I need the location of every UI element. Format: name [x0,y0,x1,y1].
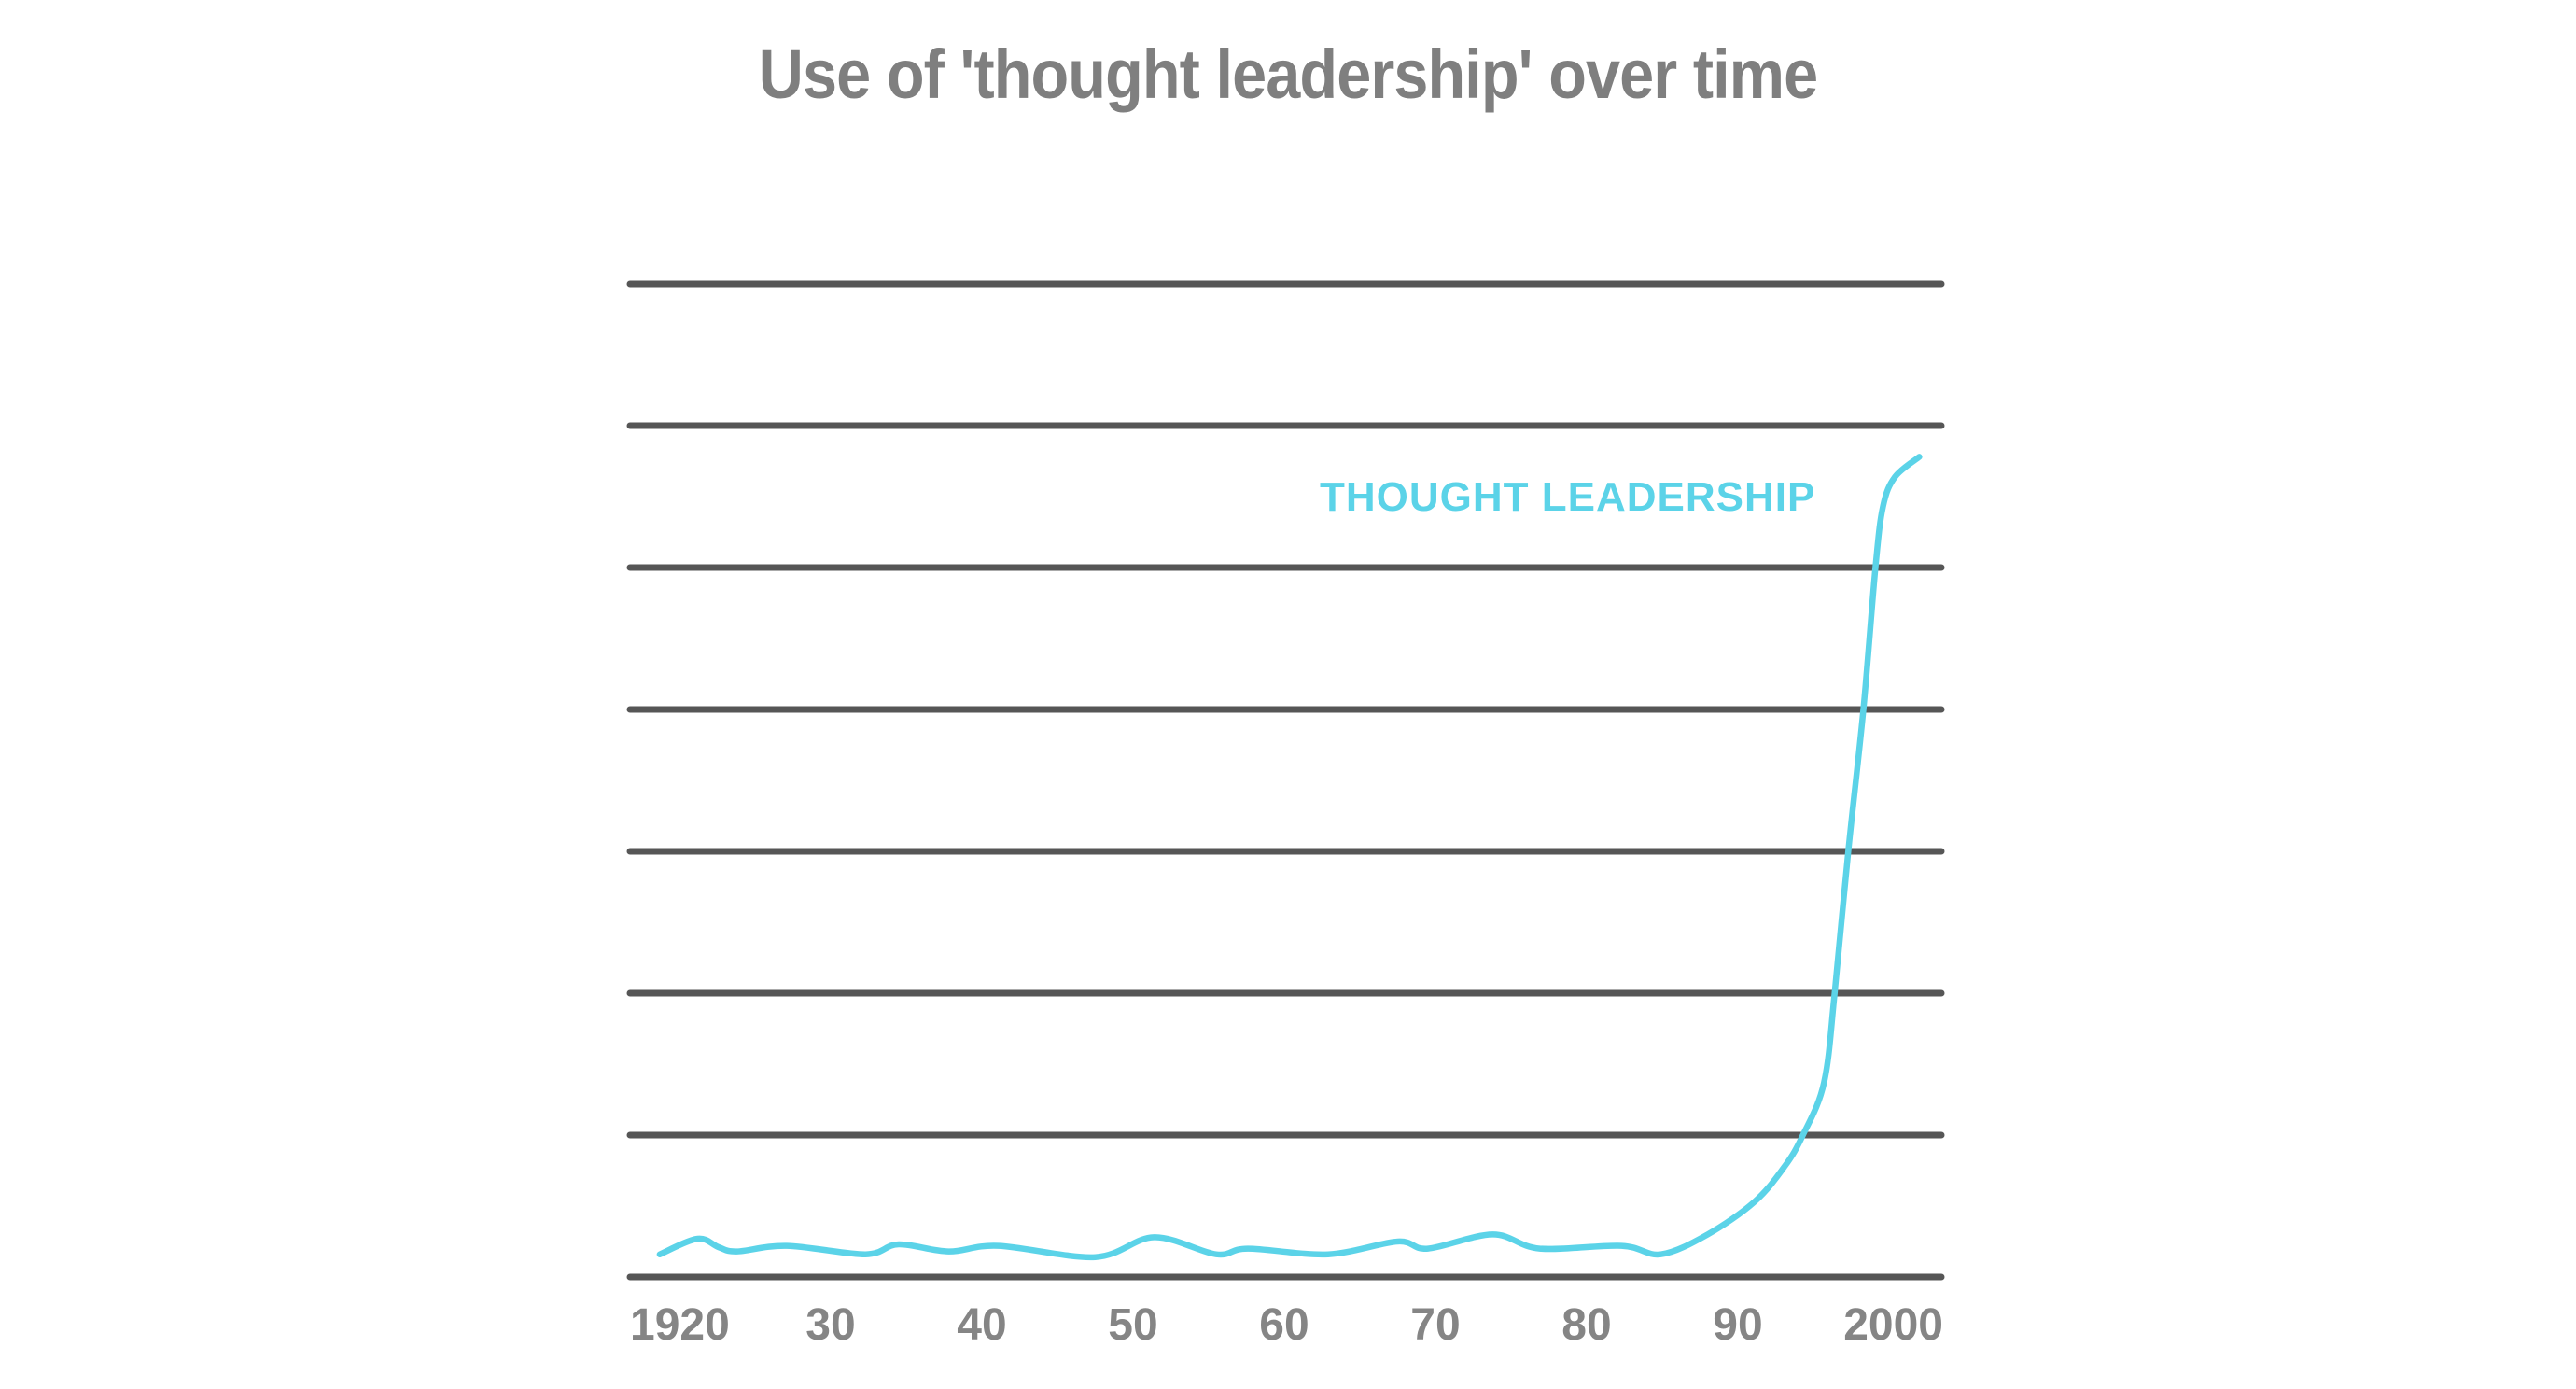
x-tick-label: 90 [1713,1300,1763,1350]
x-tick-label: 30 [805,1300,856,1350]
x-tick-label: 80 [1561,1300,1612,1350]
chart-title: Use of 'thought leadership' over time [758,35,1818,113]
x-tick-label: 2000 [1843,1300,1943,1350]
x-tick-label: 70 [1410,1300,1461,1350]
x-tick-label: 60 [1259,1300,1309,1350]
x-tick-label: 50 [1108,1300,1158,1350]
gridlines [626,280,1945,1281]
x-tick-label: 40 [957,1300,1007,1350]
series-label: THOUGHT LEADERSHIP [1320,474,1816,520]
x-tick-label: 1920 [630,1300,730,1350]
thought-leadership-line [656,454,1923,1261]
